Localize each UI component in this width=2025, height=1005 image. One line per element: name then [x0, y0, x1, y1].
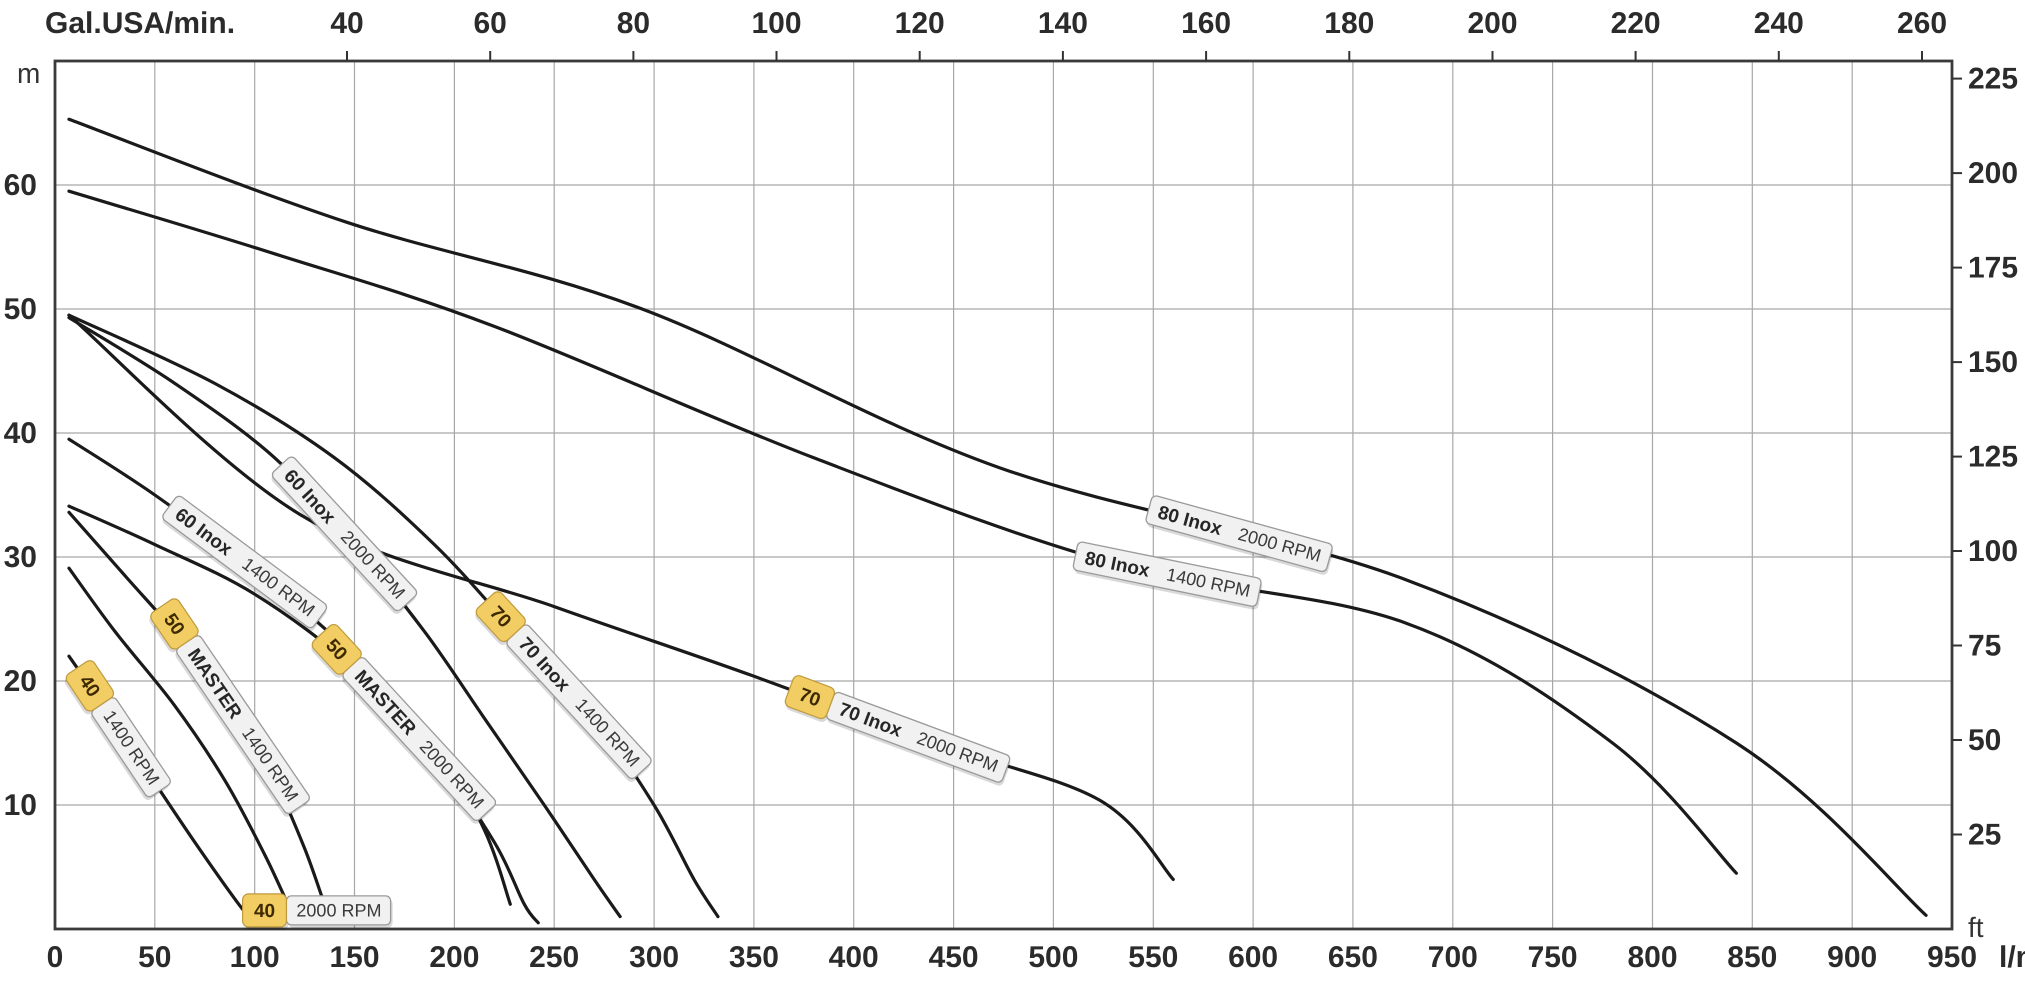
svg-text:750: 750	[1528, 941, 1578, 974]
svg-text:175: 175	[1968, 252, 2018, 285]
svg-text:30: 30	[4, 541, 37, 574]
svg-text:40: 40	[330, 7, 363, 40]
svg-text:25: 25	[1968, 819, 2001, 852]
svg-text:150: 150	[1968, 346, 2018, 379]
svg-text:200: 200	[429, 941, 479, 974]
svg-text:800: 800	[1627, 941, 1677, 974]
svg-text:225: 225	[1968, 63, 2018, 96]
svg-text:40: 40	[254, 901, 275, 922]
svg-text:50: 50	[1968, 724, 2001, 757]
svg-text:20: 20	[4, 665, 37, 698]
svg-text:60: 60	[474, 7, 507, 40]
svg-text:600: 600	[1228, 941, 1278, 974]
svg-text:2000 RPM: 2000 RPM	[296, 900, 381, 920]
svg-text:200: 200	[1968, 157, 2018, 190]
svg-text:700: 700	[1428, 941, 1478, 974]
svg-text:300: 300	[629, 941, 679, 974]
svg-text:160: 160	[1181, 7, 1231, 40]
svg-text:550: 550	[1128, 941, 1178, 974]
svg-text:200: 200	[1467, 7, 1517, 40]
svg-text:40: 40	[4, 417, 37, 450]
svg-text:220: 220	[1611, 7, 1661, 40]
svg-text:m: m	[17, 58, 40, 89]
svg-text:650: 650	[1328, 941, 1378, 974]
svg-text:180: 180	[1324, 7, 1374, 40]
svg-text:400: 400	[829, 941, 879, 974]
svg-text:60: 60	[4, 169, 37, 202]
svg-text:100: 100	[1968, 535, 2018, 568]
svg-text:500: 500	[1028, 941, 1078, 974]
svg-text:900: 900	[1827, 941, 1877, 974]
svg-text:l/min.: l/min.	[1999, 941, 2025, 974]
svg-text:0: 0	[47, 941, 64, 974]
svg-text:80: 80	[617, 7, 650, 40]
svg-text:50: 50	[4, 293, 37, 326]
svg-text:120: 120	[895, 7, 945, 40]
svg-text:Gal.USA/min.: Gal.USA/min.	[45, 7, 235, 40]
svg-text:75: 75	[1968, 630, 2001, 663]
svg-text:50: 50	[138, 941, 171, 974]
svg-text:125: 125	[1968, 441, 2018, 474]
svg-text:450: 450	[929, 941, 979, 974]
svg-text:250: 250	[529, 941, 579, 974]
svg-text:ft: ft	[1968, 912, 1984, 943]
svg-text:100: 100	[230, 941, 280, 974]
svg-text:140: 140	[1038, 7, 1088, 40]
svg-text:10: 10	[4, 789, 37, 822]
svg-text:100: 100	[751, 7, 801, 40]
svg-text:150: 150	[329, 941, 379, 974]
svg-text:240: 240	[1754, 7, 1804, 40]
svg-text:350: 350	[729, 941, 779, 974]
svg-text:850: 850	[1727, 941, 1777, 974]
svg-text:950: 950	[1927, 941, 1977, 974]
svg-text:260: 260	[1897, 7, 1947, 40]
